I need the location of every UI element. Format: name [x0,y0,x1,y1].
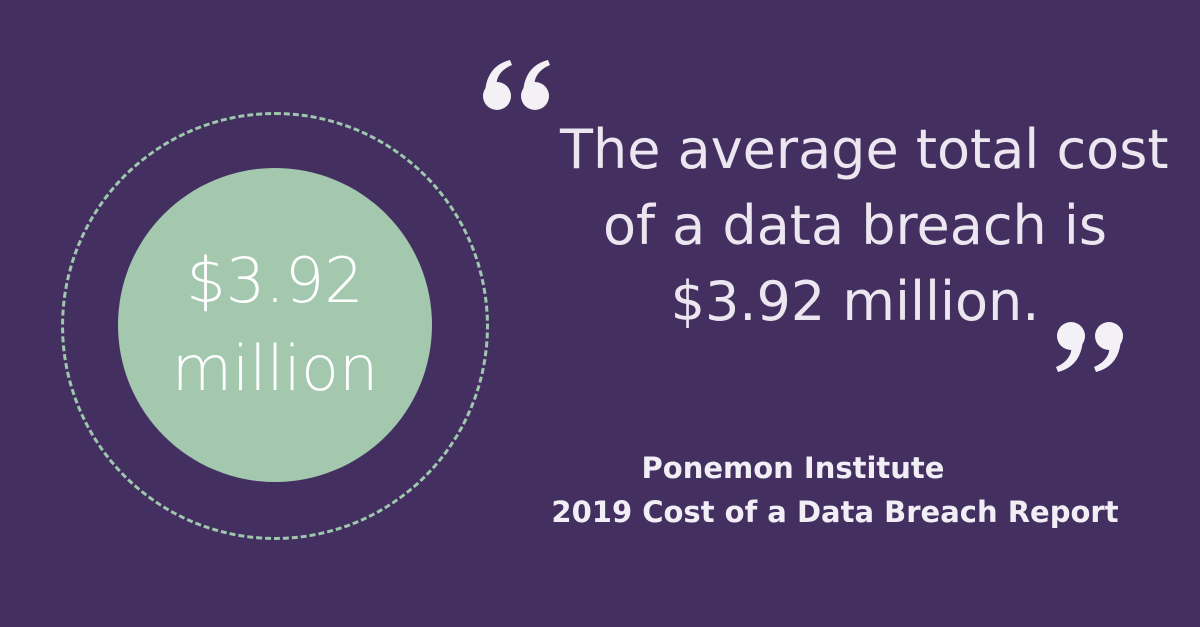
quote-text: The average total cost of a data breach … [560,112,1169,340]
source-organization: Ponemon Institute [641,451,945,485]
stat-value: $3.92 [186,244,364,317]
source-report: 2019 Cost of a Data Breach Report [551,495,1119,529]
quote-line-1: The average total cost [560,118,1169,181]
stat-circle: $3.92 million [118,168,432,482]
open-quote-icon [483,60,550,110]
dashed-ring [61,112,489,540]
source-attribution: Ponemon Institute 2019 Cost of a Data Br… [490,446,1180,534]
close-quote-icon [1056,322,1123,372]
stat-unit: million [171,332,379,405]
quote-line-2: of a data breach is [602,194,1108,257]
quote-line-3: $3.92 million. [670,270,1040,333]
